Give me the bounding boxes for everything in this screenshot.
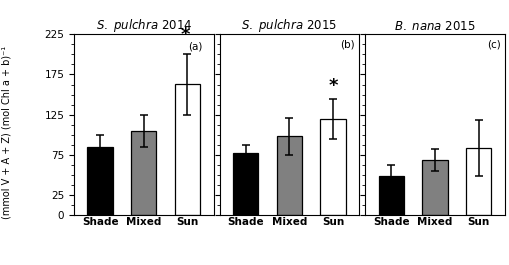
Text: *: * bbox=[180, 26, 189, 44]
Bar bbox=[421, 160, 447, 215]
Title: $\it{B.}$ $\it{nana}$ 2015: $\it{B.}$ $\it{nana}$ 2015 bbox=[393, 20, 475, 33]
Title: $\it{S.}$ $\it{pulchra}$ 2015: $\it{S.}$ $\it{pulchra}$ 2015 bbox=[241, 17, 336, 34]
Bar bbox=[175, 84, 200, 215]
Text: (mmol V + A + Z) (mol Chl a + b)⁻¹: (mmol V + A + Z) (mol Chl a + b)⁻¹ bbox=[1, 46, 11, 219]
Text: (b): (b) bbox=[340, 40, 354, 50]
Bar bbox=[131, 131, 156, 215]
Bar bbox=[320, 118, 345, 215]
Bar bbox=[88, 147, 112, 215]
Bar bbox=[378, 176, 403, 215]
Bar bbox=[276, 136, 301, 215]
Text: *: * bbox=[328, 77, 337, 95]
Bar bbox=[233, 153, 258, 215]
Title: $\it{S.}$ $\it{pulchra}$ 2014: $\it{S.}$ $\it{pulchra}$ 2014 bbox=[95, 17, 191, 34]
Text: (a): (a) bbox=[188, 41, 202, 51]
Bar bbox=[465, 148, 490, 215]
Text: (c): (c) bbox=[486, 40, 500, 50]
